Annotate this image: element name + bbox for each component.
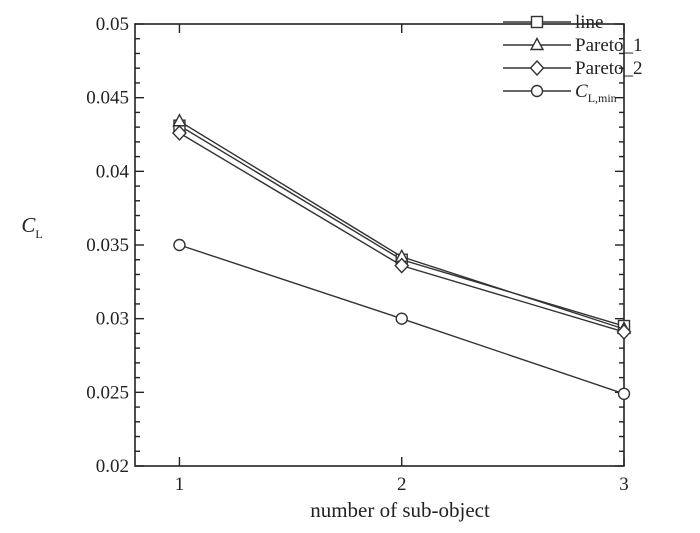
data-point-circle-marker [395,312,408,325]
y-axis-title: CL [21,213,42,241]
legend-square-marker [530,15,544,29]
legend-triangle-marker [529,37,545,51]
x-tick-label: 2 [397,474,407,495]
y-tick-label: 0.05 [96,14,129,35]
data-point-circle-marker [617,387,631,401]
series-2 [172,113,632,335]
legend-label: line [575,12,604,33]
legend-label: Pareto_1 [575,35,643,56]
x-axis: 1 2 3 [175,24,629,495]
data-point-diamond-marker [171,124,187,142]
x-tick-label: 3 [619,474,629,495]
series-line [179,132,625,333]
y-axis: 0.02 0.025 0.03 0.035 0.04 0.045 0.05 [86,14,624,477]
data-point-diamond-marker [394,257,410,274]
y-tick-label: 0.03 [96,309,129,330]
series-4 [173,238,631,401]
series-1 [173,119,631,333]
x-axis-title: number of sub-object [310,498,490,522]
data-point-diamond-marker [616,323,632,340]
series-line [179,120,625,330]
y-tick-label: 0.04 [96,161,130,182]
legend-label: CL,min [575,81,617,105]
data-point-circle-marker [173,238,186,252]
y-tick-label: 0.025 [86,382,129,403]
y-tick-label: 0.02 [96,456,129,477]
series-line [179,125,625,327]
series-3 [171,124,632,340]
legend-diamond-marker [529,59,545,77]
legend-label: Pareto_2 [575,58,643,79]
legend-circle-marker [530,84,544,98]
y-tick-label: 0.035 [86,235,129,256]
y-tick-label: 0.045 [86,88,129,109]
series-layer [171,113,632,401]
x-tick-label: 1 [175,474,185,495]
